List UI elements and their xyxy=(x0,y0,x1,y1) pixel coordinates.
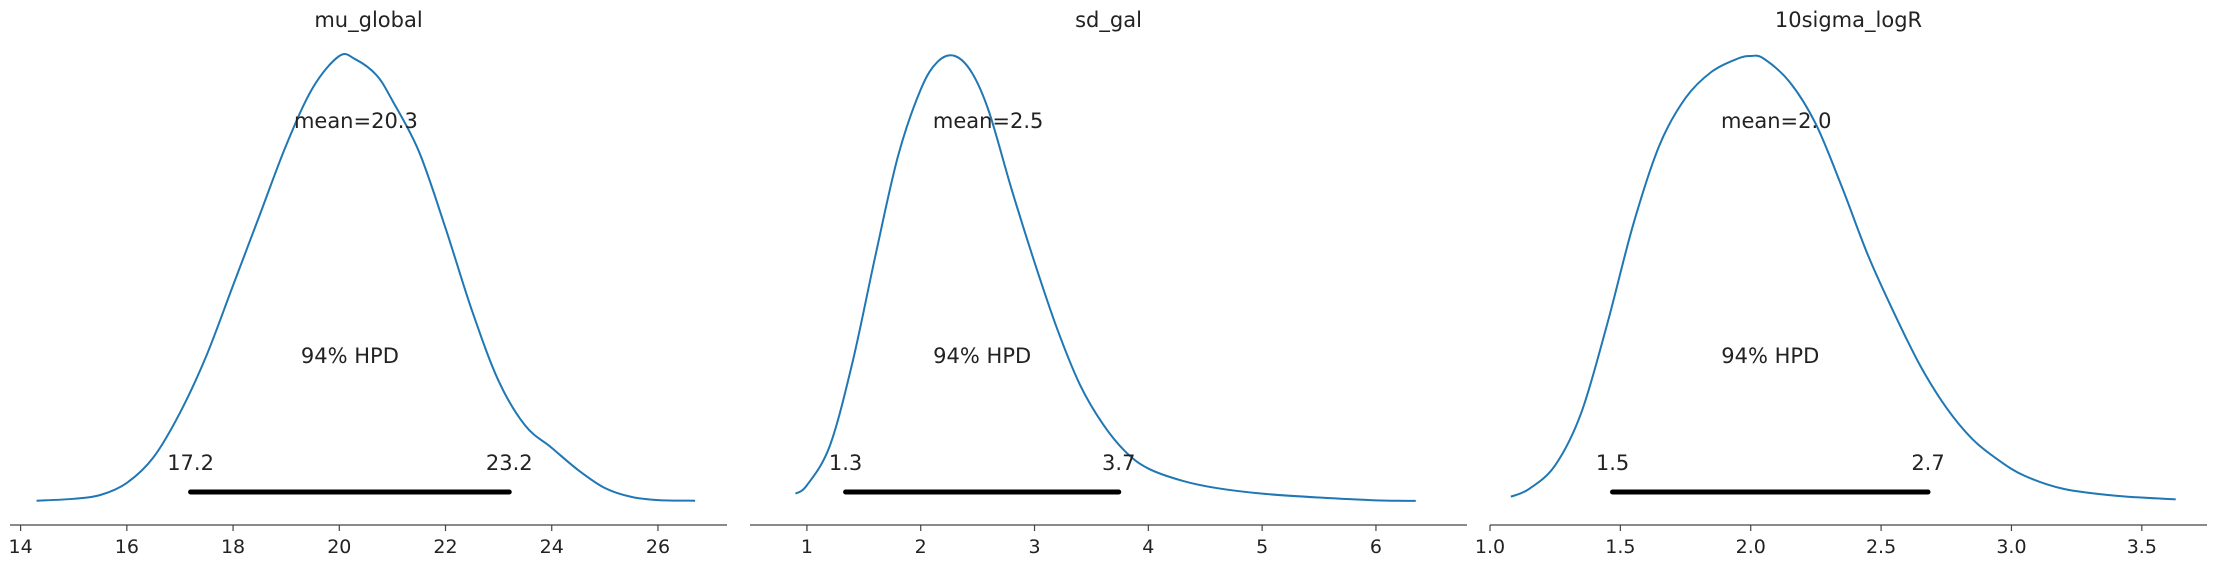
density-curve xyxy=(794,54,1416,502)
density-curve xyxy=(36,53,696,502)
x-tick-label: 14 xyxy=(9,536,33,558)
hpd-lower-label: 17.2 xyxy=(167,451,214,475)
x-tick-label: 3 xyxy=(1028,536,1040,558)
x-tick-label: 16 xyxy=(115,536,139,558)
x-tick-label: 26 xyxy=(646,536,670,558)
x-tick-label: 2 xyxy=(915,536,927,558)
x-tick-label: 4 xyxy=(1142,536,1154,558)
panel-1: 1 2 3 4 5 6 1.3 3.7 94% HPD mean=2.5 sd_gal xyxy=(750,8,1467,558)
hpd-lower-label: 1.5 xyxy=(1596,451,1629,475)
x-tick-label: 3.0 xyxy=(1996,536,2026,558)
hpd-upper-label: 23.2 xyxy=(486,451,533,475)
panel-title: 10sigma_logR xyxy=(1775,8,1922,33)
x-tick-label: 2.5 xyxy=(1866,536,1896,558)
hpd-caption: 94% HPD xyxy=(933,344,1031,368)
x-tick-label: 5 xyxy=(1256,536,1268,558)
x-tick-label: 20 xyxy=(327,536,351,558)
hpd-lower-label: 1.3 xyxy=(829,451,862,475)
x-tick-label: 1.0 xyxy=(1475,536,1505,558)
panel-2: 1.0 1.5 2.0 2.5 3.0 3.5 1.5 2.7 94% HPD mean=2.0 1… xyxy=(1475,8,2207,558)
x-tick-label: 18 xyxy=(221,536,245,558)
mean-label: mean=2.5 xyxy=(933,109,1044,133)
panel-0: 14 16 18 20 22 24 26 17.2 23.2 94% HPD mean=20.3 mu… xyxy=(9,8,727,558)
panel-title: sd_gal xyxy=(1075,8,1142,33)
hpd-upper-label: 2.7 xyxy=(1911,451,1944,475)
hpd-upper-label: 3.7 xyxy=(1102,451,1135,475)
x-tick-label: 3.5 xyxy=(2127,536,2157,558)
density-curve xyxy=(1510,54,2176,501)
x-tick-label: 1.5 xyxy=(1605,536,1635,558)
x-tick-label: 2.0 xyxy=(1736,536,1766,558)
panel-title: mu_global xyxy=(314,8,422,33)
mean-label: mean=20.3 xyxy=(294,109,418,133)
x-tick-label: 24 xyxy=(540,536,564,558)
mean-label: mean=2.0 xyxy=(1721,109,1832,133)
hpd-caption: 94% HPD xyxy=(301,344,399,368)
x-tick-label: 22 xyxy=(433,536,457,558)
x-tick-label: 1 xyxy=(801,536,813,558)
hpd-caption: 94% HPD xyxy=(1721,344,1819,368)
x-tick-label: 6 xyxy=(1370,536,1382,558)
